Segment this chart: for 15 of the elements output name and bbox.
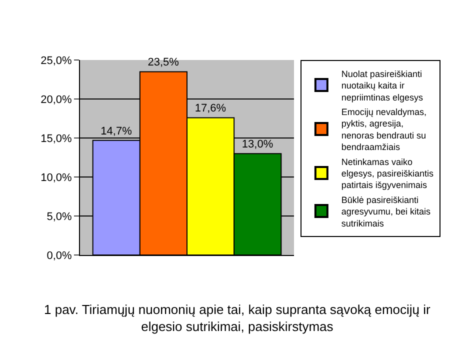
data-label: 17,6% [194,102,226,115]
y-tick-label: 0,0% [46,250,72,262]
text: 1 pav. Tiriamųjų nuomonių apie tai, kaip supranta sąvoką emocijų ir elgesio sutrikimai, pasiskirstymas [44,302,432,334]
legend-label: Nuolat pasireiškianti nuotaikų kaita ir nepriimtinas elgesys [341,68,424,102]
data-label: 14,7% [100,125,132,138]
legend-label: Emocijų nevaldymas, pyktis, agresija, nenoras bendrauti su bendraamžiais [341,106,426,152]
data-label: 23,5% [148,56,180,69]
y-tick-label: 5,0% [46,210,72,223]
y-tick-label: 20,0% [40,94,72,106]
y-tick-label: 15,0% [40,132,72,145]
y-tick-label: 10,0% [40,172,72,184]
data-label: 13,0% [242,138,274,151]
y-tick-label: 25,0% [40,54,72,67]
legend-label: Netinkamas vaiko elgesys, pasireiškiantis patirtais išgyvenimais [341,156,434,190]
legend-label: Būklė pasireiškianti agresyvumu, bei kitais sutrikimais [341,194,431,228]
